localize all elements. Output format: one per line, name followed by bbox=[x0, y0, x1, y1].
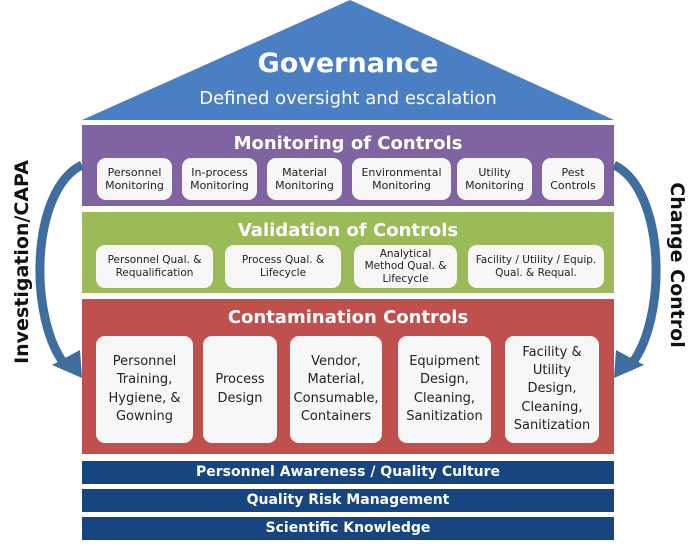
investigation-capa-label: Investigation/CAPA bbox=[11, 160, 33, 364]
validation-title: Validation of Controls bbox=[237, 220, 459, 241]
contamination-item: Personnel Training, Hygiene, & Gowning bbox=[96, 336, 193, 443]
contamination-item: Equipment Design, Cleaning, Sanitization bbox=[398, 336, 491, 443]
monitoring-section: Monitoring of Controls Personnel Monitor… bbox=[82, 125, 614, 206]
foundation-personnel-awareness: Personnel Awareness / Quality Culture bbox=[82, 461, 614, 484]
governance-roof bbox=[82, 0, 614, 120]
monitoring-item: In-process Monitoring bbox=[182, 158, 257, 200]
contamination-item: Process Design bbox=[203, 336, 277, 443]
change-control-arrow bbox=[611, 160, 661, 369]
monitoring-title: Monitoring of Controls bbox=[233, 133, 463, 154]
change-control-label: Change Control bbox=[666, 182, 688, 348]
governance-title: Governance bbox=[257, 48, 439, 79]
validation-section: Validation of Controls Personnel Qual. &… bbox=[82, 212, 614, 293]
investigation-capa-arrowhead bbox=[52, 350, 82, 378]
validation-item: Analytical Method Qual. & Lifecycle bbox=[354, 245, 457, 288]
monitoring-item: Pest Controls bbox=[542, 158, 604, 200]
contamination-section: Contamination Controls Personnel Trainin… bbox=[82, 299, 614, 454]
monitoring-item: Personnel Monitoring bbox=[97, 158, 172, 200]
monitoring-item: Environmental Monitoring bbox=[352, 158, 451, 200]
governance-subtitle: Defined oversight and escalation bbox=[199, 88, 497, 109]
foundation-quality-risk-management: Quality Risk Management bbox=[82, 489, 614, 512]
validation-item: Personnel Qual. & Requalification bbox=[96, 245, 213, 288]
foundation-scientific-knowledge: Scientific Knowledge bbox=[82, 517, 614, 540]
change-control-arrowhead bbox=[614, 350, 644, 378]
contamination-item: Vendor, Material, Consumable, Containers bbox=[290, 336, 382, 443]
monitoring-item: Material Monitoring bbox=[267, 158, 342, 200]
investigation-capa-arrow bbox=[35, 160, 85, 369]
contamination-item: Facility & Utility Design, Cleaning, San… bbox=[505, 336, 599, 443]
contamination-title: Contamination Controls bbox=[227, 307, 469, 328]
validation-item: Facility / Utility / Equip. Qual. & Requ… bbox=[468, 245, 604, 288]
validation-item: Process Qual. & Lifecycle bbox=[225, 245, 341, 288]
monitoring-item: Utility Monitoring bbox=[457, 158, 532, 200]
